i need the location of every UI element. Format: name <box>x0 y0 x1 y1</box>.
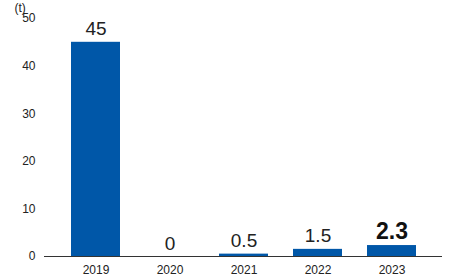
svg-text:20: 20 <box>22 154 36 168</box>
svg-text:2019: 2019 <box>83 263 110 274</box>
svg-text:40: 40 <box>22 59 36 73</box>
svg-text:2023: 2023 <box>379 263 406 274</box>
svg-text:(t): (t) <box>15 1 26 15</box>
svg-text:1.5: 1.5 <box>305 225 331 246</box>
svg-text:0: 0 <box>165 233 176 254</box>
svg-text:2022: 2022 <box>305 263 332 274</box>
svg-text:0: 0 <box>29 249 36 263</box>
svg-text:2021: 2021 <box>231 263 258 274</box>
svg-text:30: 30 <box>22 107 36 121</box>
svg-text:50: 50 <box>22 11 36 26</box>
svg-text:2020: 2020 <box>157 263 184 274</box>
svg-text:0.5: 0.5 <box>231 230 257 251</box>
svg-text:2.3: 2.3 <box>376 218 408 244</box>
svg-text:45: 45 <box>85 18 106 39</box>
svg-text:10: 10 <box>22 202 36 216</box>
